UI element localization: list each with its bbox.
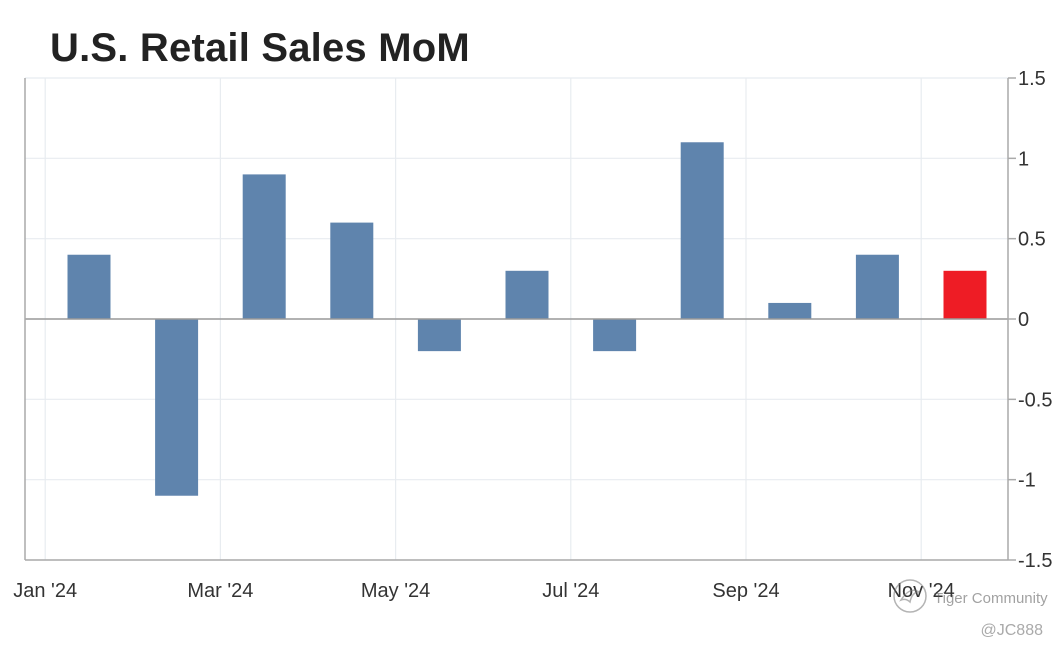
x-tick-label: Jan '24 [13, 580, 77, 602]
bar-jun-24 [505, 270, 549, 319]
y-tick-label: 0 [1018, 309, 1029, 331]
bar-may-24 [417, 319, 461, 352]
y-tick-label: -0.5 [1018, 389, 1052, 411]
x-tick-label: Nov '24 [888, 580, 955, 602]
bar-jan-24 [67, 254, 111, 319]
x-tick-label: Mar '24 [187, 580, 253, 602]
axes [24, 77, 1016, 561]
chart-title: U.S. Retail Sales MoM [50, 26, 470, 70]
y-tick-label: -1.5 [1018, 550, 1052, 572]
x-tick-label: May '24 [361, 580, 430, 602]
y-tick-label: 1 [1018, 148, 1029, 170]
y-tick-label: -1 [1018, 470, 1036, 492]
bars [67, 142, 987, 496]
bar-apr-24 [330, 222, 374, 319]
bar-mar-24 [242, 174, 286, 319]
bar-oct-24 [855, 254, 899, 319]
y-tick-label: 0.5 [1018, 229, 1046, 251]
author-tag: @JC888 [980, 622, 1044, 639]
y-tick-label: 1.5 [1018, 68, 1046, 90]
bar-feb-24 [155, 319, 199, 496]
bar-nov-24 [943, 270, 987, 319]
x-tick-label: Jul '24 [542, 580, 599, 602]
bar-jul-24 [593, 319, 637, 352]
x-tick-label: Sep '24 [712, 580, 779, 602]
bar-sep-24 [768, 302, 812, 319]
bar-aug-24 [680, 142, 724, 319]
